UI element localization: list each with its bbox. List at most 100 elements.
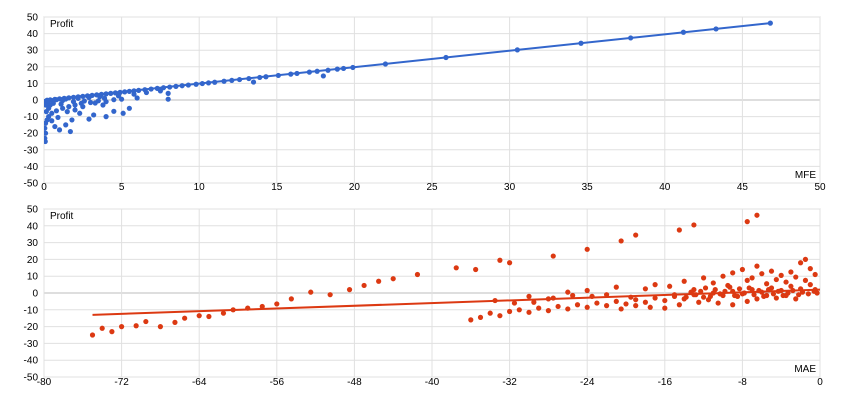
y-axis-label: Profit [50,211,74,222]
data-point [744,219,750,225]
data-point [545,308,552,314]
data-point [77,110,83,116]
data-point [759,271,765,277]
x-tick-label: -16 [658,377,673,388]
data-point [49,118,55,124]
data-point [274,301,280,307]
data-point [259,303,265,310]
data-point [89,332,96,338]
data-point [134,95,140,101]
data-point [756,287,762,294]
data-point [739,266,746,273]
data-point [780,292,786,299]
data-point [778,272,784,278]
data-point [680,29,687,35]
data-point [746,285,752,291]
data-point [131,91,137,97]
data-point [167,84,173,90]
data-point [173,83,179,89]
data-point [44,130,49,136]
series-group [89,212,820,338]
data-point [46,98,52,104]
data-point [230,307,236,313]
data-point [683,294,689,300]
data-point [103,91,109,97]
data-point [497,257,503,263]
data-point [306,69,312,75]
y-tick-label: -10 [24,305,39,316]
x-tick-label: -80 [37,377,52,388]
x-tick-label: 40 [659,182,671,193]
data-point [350,64,356,71]
data-point [275,72,281,79]
x-tick-label: 0 [817,377,823,388]
data-point [91,112,97,118]
data-point [730,288,736,294]
data-point [229,77,235,84]
data-point [72,107,78,113]
data-point [87,99,94,106]
trendline [92,288,820,316]
data-point [126,105,132,111]
data-point [715,300,721,306]
y-tick-label: 40 [27,221,39,232]
data-point [662,305,668,311]
data-point [44,102,49,108]
data-point [185,82,191,88]
data-point [514,47,520,53]
y-tick-label: -50 [24,373,39,384]
data-point [473,266,479,273]
data-point [220,310,227,316]
data-point [193,81,199,87]
data-point [314,68,320,74]
data-point [671,292,678,298]
data-point [263,74,269,80]
series-group [44,20,773,145]
data-point [53,108,60,114]
data-point [172,319,178,325]
data-point [390,276,396,282]
data-point [70,94,77,100]
data-point [717,291,723,297]
data-point [157,88,163,94]
data-point [75,95,81,101]
data-point [712,287,718,293]
chart-panel-1: -50 -40 -30 -20 -10 0 10 20 30 40 50 0 5 10 15 20 25 30 35… [24,13,826,194]
y-tick-label: 10 [27,79,39,90]
y-axis-label: Profit [50,19,74,30]
data-point [701,294,707,300]
data-point [713,26,719,32]
data-point [570,292,576,299]
data-point [516,307,522,313]
data-point [120,110,126,116]
x-tick-label: -8 [738,377,747,388]
data-point [623,301,629,307]
data-point [584,304,590,310]
data-point [589,293,595,299]
data-point [55,114,61,121]
x-tick-label: -24 [580,377,595,388]
x-tick-label: 25 [426,182,438,193]
data-point [633,297,639,303]
data-point [63,122,69,128]
data-point [92,100,98,106]
data-point [662,297,668,304]
data-point [453,265,459,271]
data-point [802,256,809,262]
data-point [633,303,639,309]
x-tick-label: 15 [271,182,283,193]
data-point [327,292,333,298]
data-point [507,260,513,266]
y-tick-label: 10 [27,272,39,283]
x-tick-label: -32 [502,377,517,388]
y-tick-label: -30 [24,339,39,350]
x-tick-label: -40 [425,377,440,388]
data-point [531,299,537,305]
data-point [109,329,115,335]
x-tick-label: 5 [119,182,125,193]
data-point [594,300,600,306]
data-point [97,94,103,100]
data-point [796,292,802,298]
data-point [288,296,294,302]
data-point [698,288,704,294]
